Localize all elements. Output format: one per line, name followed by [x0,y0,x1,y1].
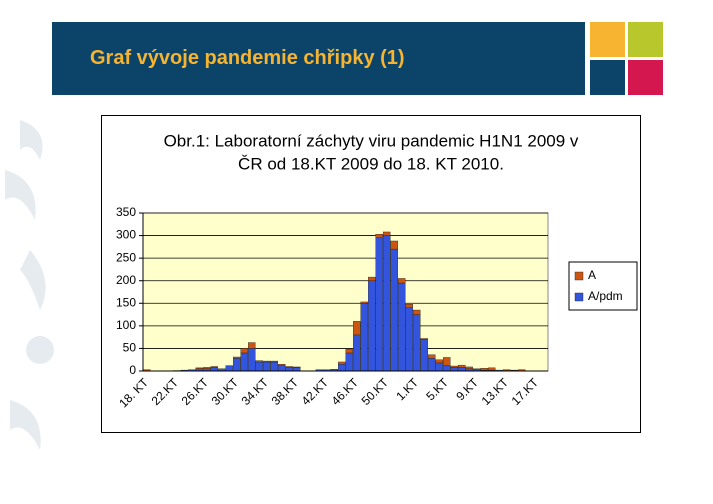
y-tick-label: 50 [123,341,137,355]
bar [195,367,203,369]
bar [368,276,376,281]
bar [443,357,451,366]
bar [353,321,361,336]
bar [405,303,413,308]
y-tick-label: 200 [116,273,136,287]
bar [345,352,353,372]
bar [248,342,256,349]
bar [503,369,511,371]
bar [435,359,443,364]
y-tick-label: 0 [129,363,136,377]
bar [480,368,488,371]
bar [338,364,346,372]
bar [435,362,443,372]
bar [368,280,376,372]
bar [450,367,458,372]
bar [203,367,211,369]
bar [458,367,466,372]
bar [383,235,391,372]
slide-title: Graf vývoje pandemie chřipky (1) [90,47,405,69]
bar [233,358,241,372]
bar [458,364,466,368]
y-tick-label: 250 [116,250,136,264]
chart: Obr.1: Laboratorní záchyty viru pandemic… [101,115,641,433]
bar [413,309,421,315]
bar [390,248,398,372]
bar [285,367,293,372]
bar [473,368,481,370]
legend: A A/pdm [568,261,638,311]
legend-swatch [574,271,584,281]
bar [428,358,436,372]
bar [338,361,346,365]
bar [225,365,233,372]
bar [360,303,368,372]
legend-swatch [574,292,584,302]
bar [375,237,383,372]
decor-square [590,60,625,95]
decor-square [590,22,625,57]
bar [390,240,398,250]
bar [375,234,383,239]
bar [488,367,496,371]
bar [278,365,286,372]
bar [465,366,473,369]
bar [263,360,271,363]
bar [240,352,248,372]
plot-area [142,212,549,372]
bar [413,314,421,372]
bar [450,365,458,368]
legend-label: A/pdm [588,289,623,303]
bar [210,366,218,368]
bar [443,365,451,372]
y-tick-label: 350 [116,205,136,219]
bar [240,348,248,354]
bar [398,278,406,284]
bar [420,339,428,372]
bar [420,338,428,340]
bar [405,307,413,372]
legend-label: A [588,268,596,282]
bar [383,231,391,236]
bar [278,364,286,366]
bar [428,354,436,359]
chart-title: Obr.1: Laboratorní záchyty viru pandemic… [164,131,579,150]
bar [270,360,278,363]
y-tick-label: 300 [116,228,136,242]
chart-title: ČR od 18.KT 2009 do 18. KT 2010. [238,154,504,173]
bar [263,361,271,372]
bar [398,282,406,372]
bar [210,367,218,372]
bar [248,348,256,372]
bar [255,360,263,363]
bar [233,356,241,359]
y-tick-label: 100 [116,318,136,332]
bar [255,361,263,372]
decor-square [628,60,663,95]
y-tick-label: 150 [116,295,136,309]
bar [293,367,301,372]
decor-swirl [5,120,54,450]
decor-square [628,22,663,57]
bar [345,349,353,354]
bar [270,361,278,372]
header-band: Graf vývoje pandemie chřipky (1) [52,22,585,95]
legend-box [568,261,638,311]
bar [353,334,361,372]
bar [285,366,293,368]
bar [360,301,368,304]
